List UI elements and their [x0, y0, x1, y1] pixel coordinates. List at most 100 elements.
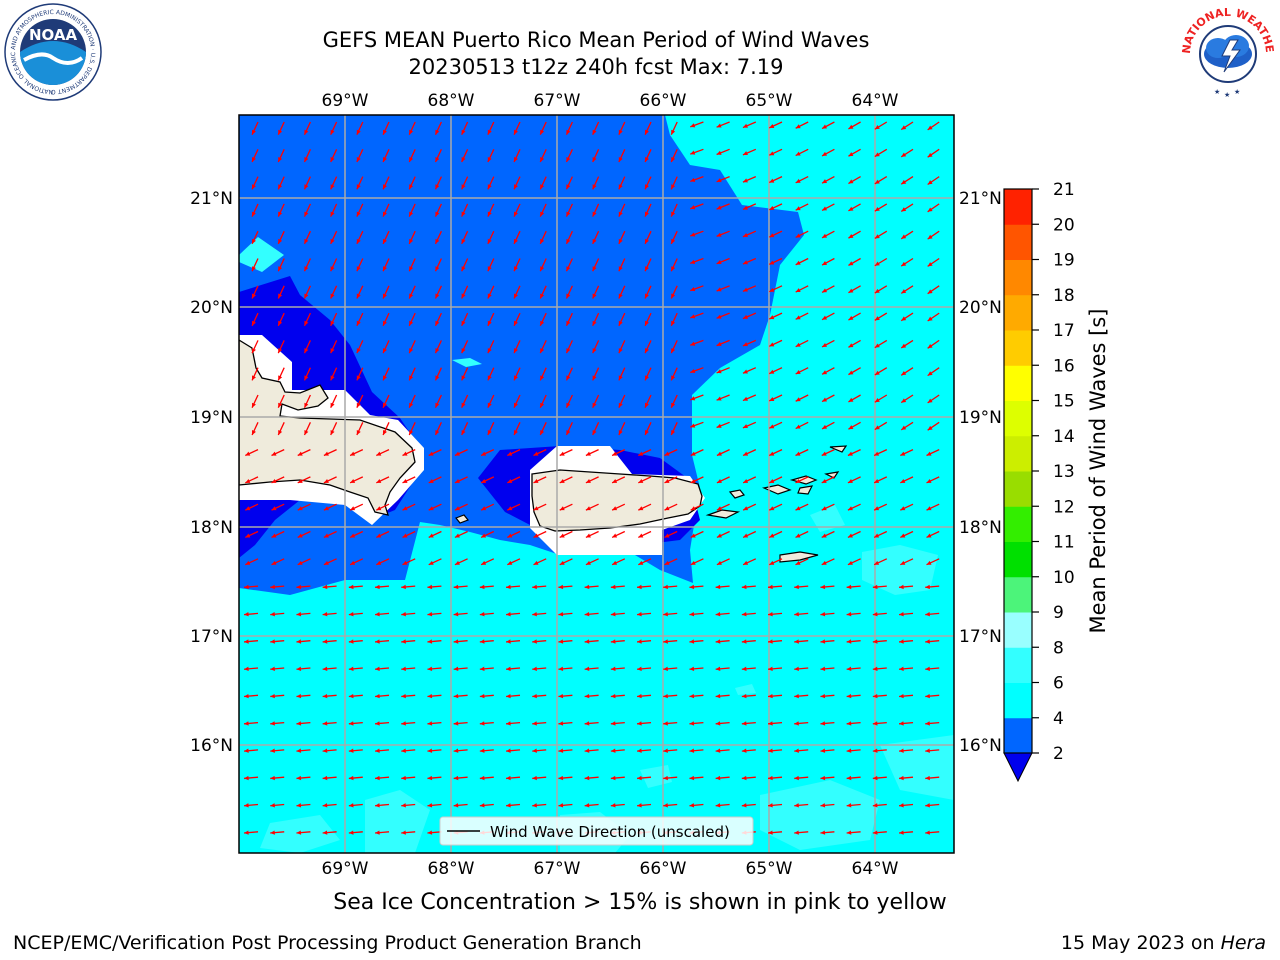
direction-arrowhead: [566, 266, 571, 272]
direction-arrowhead: [769, 369, 775, 374]
direction-arrowhead: [244, 584, 249, 590]
direction-arrowhead: [401, 721, 406, 726]
direction-arrowhead: [874, 288, 880, 294]
direction-arrowhead: [716, 287, 722, 292]
sea-ice-note: Sea Ice Concentration > 15% is shown in …: [333, 890, 947, 915]
direction-arrowhead: [820, 584, 826, 590]
colorbar-segment: [1004, 612, 1032, 648]
direction-arrowhead: [874, 125, 880, 130]
direction-arrowhead: [874, 179, 880, 184]
direction-arrowhead: [689, 584, 695, 590]
direction-arrowhead: [822, 124, 828, 129]
direction-arrowhead: [716, 341, 722, 346]
direction-arrowhead: [566, 211, 571, 217]
direction-arrowhead: [323, 506, 329, 511]
direction-arrowhead: [769, 233, 775, 238]
direction-arrowhead: [592, 211, 597, 217]
direction-arrowhead: [296, 830, 302, 835]
direction-arrowhead: [585, 506, 591, 511]
direction-arrowhead: [794, 693, 799, 699]
direction-arrowhead: [663, 666, 668, 671]
direction-arrowhead: [671, 156, 676, 162]
colorbar: 2 4 6 8 9 10 11 12 13 14 15 16 17 18 19 20 21 Mean Perio…: [1003, 180, 1110, 783]
direction-arrowhead: [304, 184, 309, 190]
direction-arrowhead: [769, 560, 775, 565]
direction-arrowhead: [742, 123, 748, 128]
direction-arrowhead: [820, 612, 826, 617]
direction-arrowhead: [514, 429, 518, 435]
direction-arrowhead: [409, 320, 414, 326]
direction-arrowhead: [768, 612, 773, 617]
direction-arrowhead: [348, 612, 354, 617]
direction-arrowhead: [540, 156, 545, 162]
colorbar-tick-label: 13: [1053, 462, 1075, 482]
direction-arrowhead: [479, 803, 485, 808]
direction-arrowhead: [409, 266, 414, 272]
direction-arrowhead: [715, 803, 721, 808]
direction-arrowhead: [506, 721, 511, 726]
direction-arrowhead: [532, 666, 537, 671]
direction-arrowhead: [278, 375, 283, 381]
direction-arrowhead: [559, 506, 565, 511]
direction-arrowhead: [874, 560, 880, 565]
direction-arrowhead: [278, 429, 283, 435]
direction-arrowhead: [901, 152, 907, 157]
direction-arrowhead: [769, 315, 775, 320]
direction-arrowhead: [296, 721, 302, 726]
direction-arrowhead: [741, 803, 747, 808]
direction-arrowhead: [461, 375, 466, 381]
direction-arrowhead: [435, 293, 440, 299]
direction-arrowhead: [270, 721, 275, 726]
direction-arrowhead: [383, 211, 387, 217]
direction-arrowhead: [330, 293, 335, 299]
direction-arrowhead: [506, 748, 511, 753]
direction-arrowhead: [244, 693, 249, 699]
direction-arrowhead: [663, 612, 668, 617]
direction-arrowhead: [533, 560, 539, 565]
direction-arrowhead: [244, 775, 249, 781]
direction-arrowhead: [585, 478, 591, 483]
direction-arrowhead: [664, 560, 670, 565]
direction-arrowhead: [479, 748, 485, 753]
direction-arrowhead: [899, 693, 904, 699]
colorbar-tick-label: 2: [1053, 744, 1064, 764]
direction-arrowhead: [244, 666, 249, 671]
direction-arrowhead: [848, 261, 854, 266]
direction-arrowhead: [715, 666, 721, 671]
direction-arrowhead: [690, 177, 696, 182]
direction-arrowhead: [409, 129, 414, 135]
direction-arrowhead: [558, 584, 564, 590]
colorbar-segment: [1004, 541, 1032, 578]
direction-arrowhead: [715, 584, 721, 590]
direction-arrowhead: [848, 179, 854, 184]
direction-arrowhead: [566, 129, 571, 135]
direction-arrowhead: [899, 748, 904, 753]
direction-arrowhead: [435, 184, 440, 190]
direction-arrowhead: [514, 129, 518, 135]
direction-arrowhead: [348, 639, 354, 644]
direction-arrowhead: [900, 506, 906, 511]
direction-arrowhead: [671, 184, 676, 190]
direction-arrowhead: [409, 402, 414, 408]
direction-arrowhead: [671, 129, 676, 135]
direction-arrowhead: [428, 560, 434, 565]
colorbar-segment: [1004, 506, 1032, 542]
date-text: 15 May 2023 on: [1060, 932, 1215, 954]
direction-arrowhead: [820, 639, 826, 644]
direction-arrowhead: [645, 348, 649, 354]
direction-arrowhead: [350, 506, 356, 511]
direction-arrowhead: [637, 775, 642, 781]
direction-arrowhead: [532, 803, 537, 808]
direction-arrowhead: [663, 775, 668, 781]
direction-arrowhead: [566, 156, 571, 162]
direction-arrowhead: [322, 612, 328, 617]
direction-arrowhead: [872, 612, 878, 617]
direction-arrowhead: [435, 238, 440, 244]
lat-label-left: 20°N: [190, 298, 233, 318]
direction-arrowhead: [375, 775, 380, 781]
direction-arrowhead: [278, 238, 283, 244]
direction-arrowhead: [453, 721, 459, 726]
direction-arrowhead: [664, 451, 670, 456]
direction-arrowhead: [487, 211, 492, 217]
